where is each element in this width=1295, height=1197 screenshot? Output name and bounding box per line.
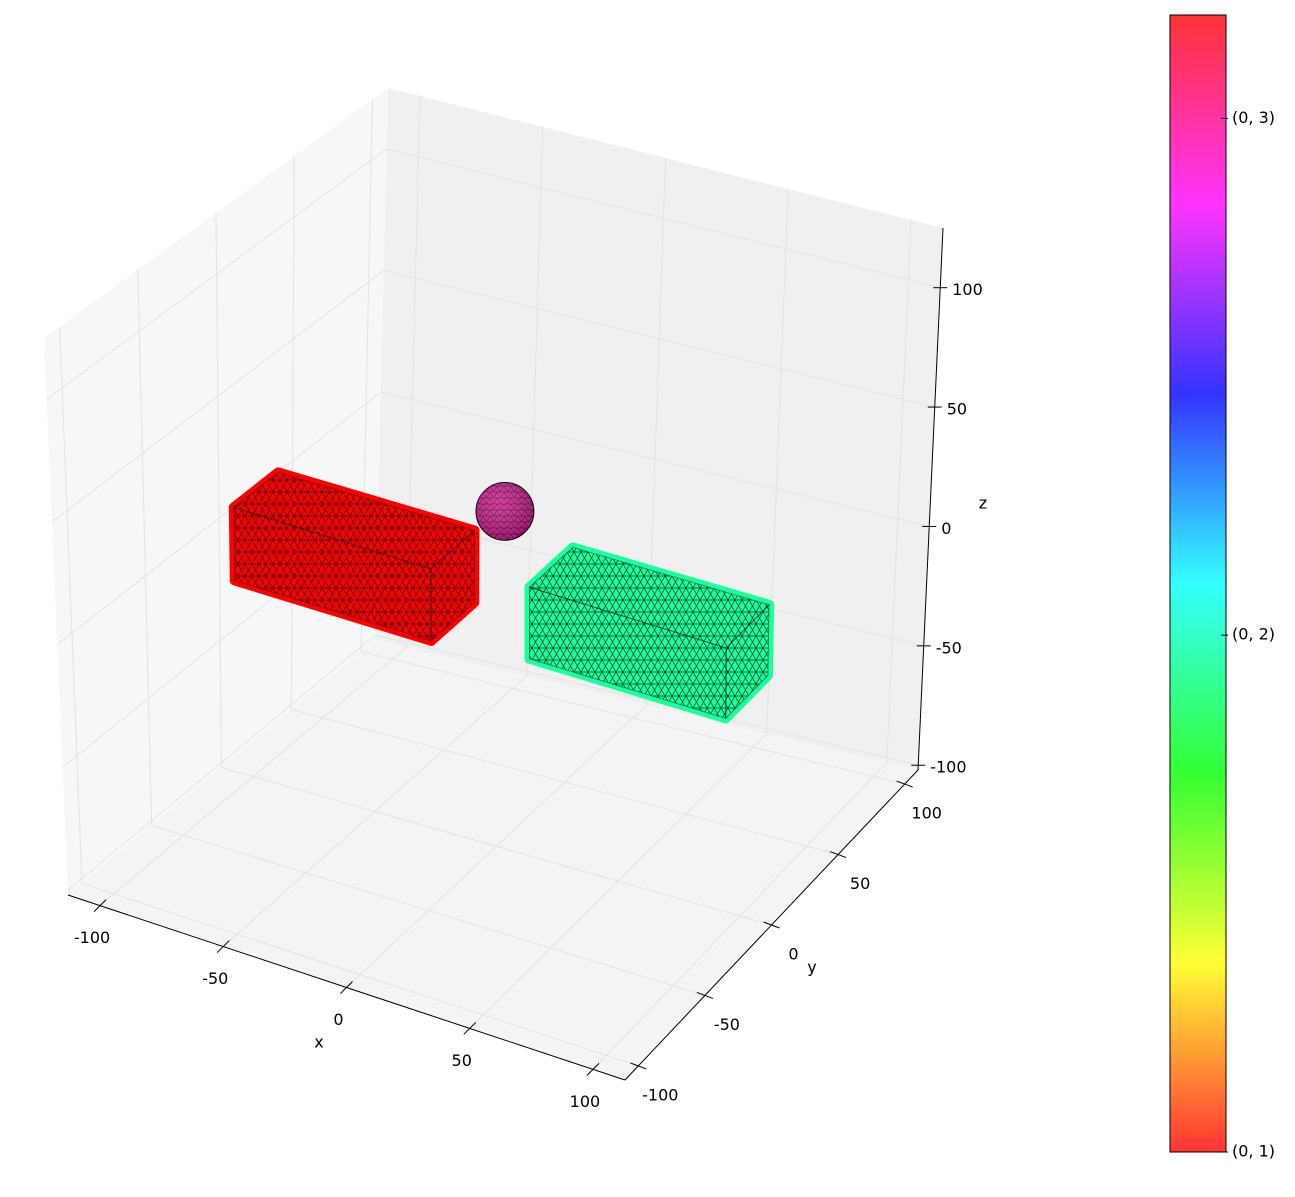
x-tick: [93, 899, 107, 912]
pane-back: [375, 88, 943, 770]
colorbar-tick-label: (0, 1): [1232, 1142, 1275, 1161]
x-axis-label: x: [314, 1033, 323, 1052]
pane-left: [44, 88, 388, 895]
colorbar-fill: [1170, 15, 1226, 1152]
y-grid-line: [290, 156, 839, 855]
z-grid-line: [56, 391, 930, 646]
axes: -100 -50 0 50 100 -100 -50 0 50 100 -100 -50 0 50 100: [67, 227, 983, 1111]
z-grid-line: [67, 634, 919, 891]
y-tick: [829, 851, 847, 859]
z-axis-label: z: [979, 494, 987, 513]
x-grid-line: [592, 219, 912, 1070]
x-tick-label: 50: [452, 1051, 472, 1070]
x-tick-label: -100: [74, 928, 110, 947]
colorbar-tick-label: (0, 3): [1232, 108, 1275, 127]
x-tick-label: 100: [570, 1092, 601, 1111]
x-grid-line: [469, 188, 789, 1029]
x-tick: [463, 1022, 477, 1035]
x-tick: [216, 940, 230, 953]
y-tick-label: 100: [911, 804, 942, 823]
colorbar: (0, 1) (0, 2) (0, 3): [1169, 14, 1275, 1161]
y-tick-label: -100: [642, 1085, 678, 1104]
z-axis-line: [917, 227, 944, 771]
y-tick-label: -50: [714, 1015, 740, 1034]
x-grid-line: [346, 157, 666, 988]
z-tick-label: 50: [947, 400, 967, 419]
colorbar-tick-label: (0, 2): [1232, 625, 1275, 644]
z-tick-label: 0: [941, 519, 951, 538]
y-grid-line: [137, 269, 706, 996]
x-tick-label: -50: [202, 969, 228, 988]
y-tick: [896, 780, 913, 788]
panes: [44, 88, 943, 1080]
sphere-shade: [476, 482, 534, 541]
colorbar-frame: [1169, 14, 1227, 1153]
x-grid-line: [222, 126, 544, 947]
z-grid-line: [46, 148, 941, 400]
y-tick: [696, 991, 714, 999]
pane-floor: [68, 640, 918, 1080]
z-tick-label: -50: [936, 638, 962, 657]
y-tick-label: 50: [850, 874, 870, 893]
x-tick: [586, 1063, 600, 1076]
x-grid-line: [99, 96, 421, 906]
y-axis-label: y: [807, 958, 816, 977]
y-tick-label: 0: [788, 945, 798, 964]
y-tick: [763, 921, 780, 929]
x-tick-label: 0: [333, 1010, 343, 1029]
z-tick-label: -100: [930, 758, 966, 777]
y-tick: [630, 1062, 647, 1070]
objects: [228, 467, 775, 724]
mesh-wire: [528, 546, 770, 649]
y-grid-line: [59, 326, 639, 1067]
z-grid-line: [51, 269, 935, 523]
z-tick-label: 100: [952, 280, 983, 299]
mesh-wire: [232, 471, 476, 570]
x-tick: [340, 981, 353, 994]
y-grid-line: [360, 99, 905, 785]
y-grid-line: [215, 212, 772, 926]
